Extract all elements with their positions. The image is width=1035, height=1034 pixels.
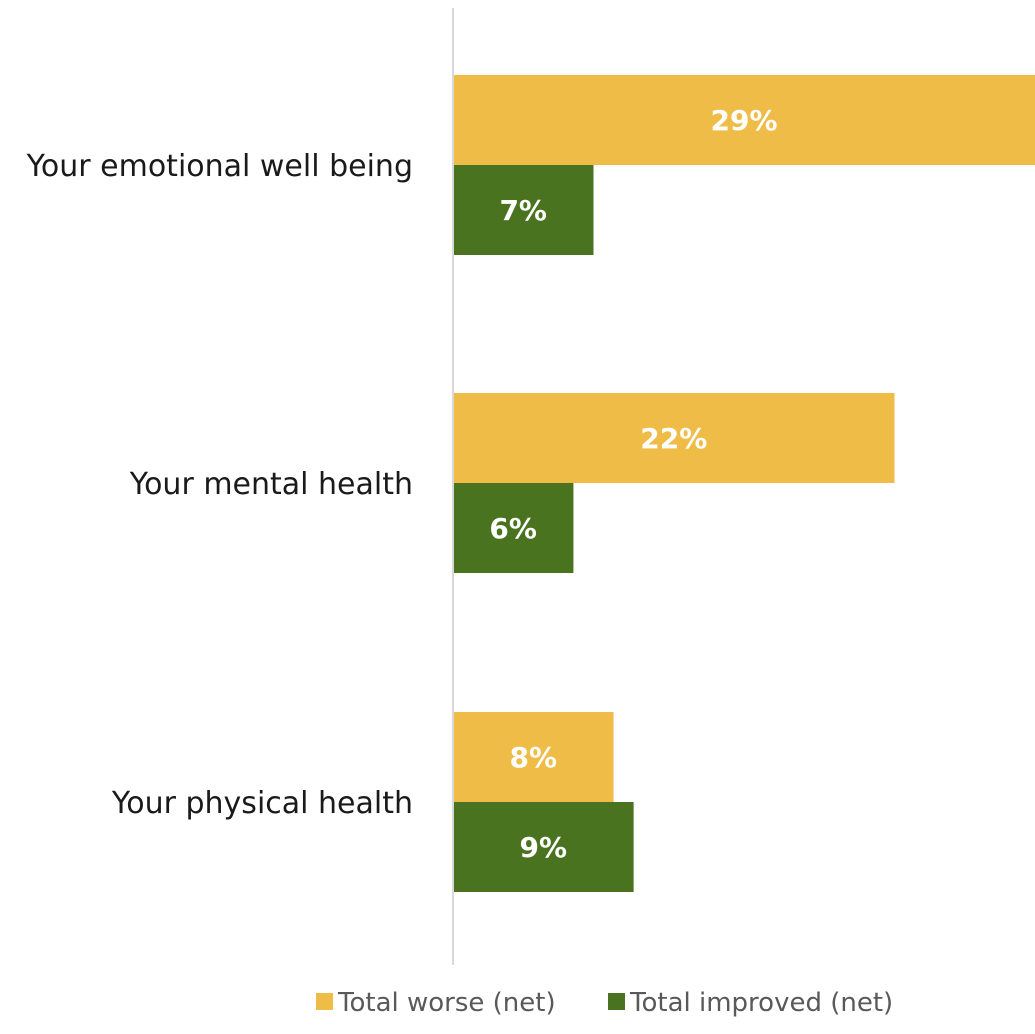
- category-label-2: Your physical health: [111, 786, 413, 821]
- data-label-improved-1: 6%: [489, 512, 537, 545]
- bar-improved-1: [453, 483, 574, 573]
- bar-improved-0: [453, 165, 594, 255]
- data-label-improved-0: 7%: [499, 194, 547, 227]
- bar-improved-2: [453, 802, 634, 892]
- data-label-worse-1: 22%: [640, 422, 707, 455]
- bar-worse-0: [453, 75, 1035, 165]
- legend-swatch-worse: [316, 993, 333, 1010]
- legend: Total worse (net) Total improved (net): [316, 988, 893, 1018]
- category-labels: Your emotional well being Your mental hea…: [26, 149, 413, 821]
- bars-layer: 29% 7% 22% 6% 8% 9%: [453, 75, 1035, 892]
- legend-swatch-improved: [608, 993, 625, 1010]
- category-label-1: Your mental health: [129, 467, 413, 502]
- data-label-worse-0: 29%: [710, 104, 777, 137]
- category-label-0: Your emotional well being: [26, 149, 413, 184]
- bar-worse-2: [453, 712, 614, 802]
- bar-worse-1: [453, 393, 895, 483]
- data-label-improved-2: 9%: [520, 831, 568, 864]
- legend-label-worse: Total worse (net): [337, 988, 556, 1018]
- data-label-worse-2: 8%: [510, 741, 558, 774]
- legend-label-improved: Total improved (net): [629, 988, 893, 1018]
